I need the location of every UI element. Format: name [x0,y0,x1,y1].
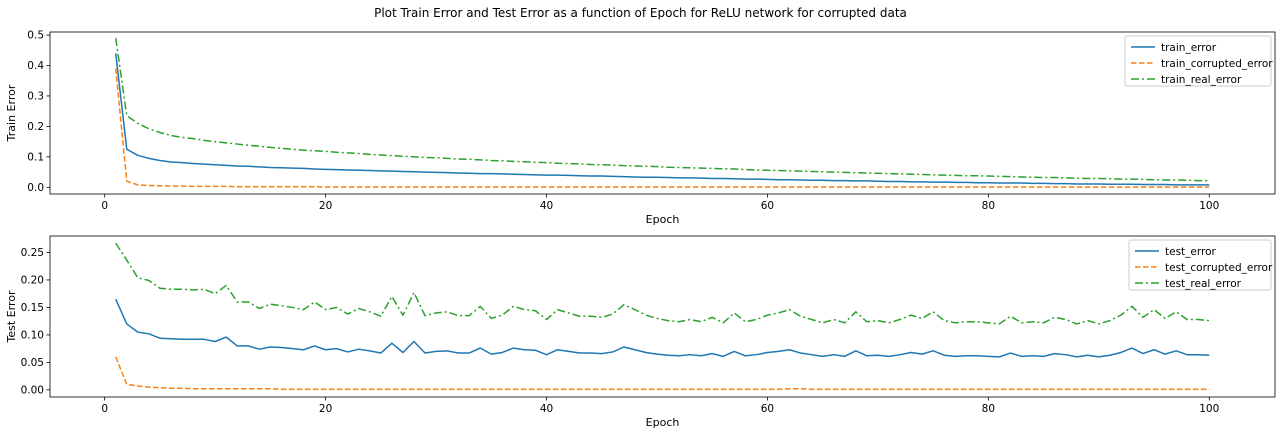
axes-frame [49,235,1276,398]
y-tick-label: 0.05 [21,357,44,369]
y-tick-label: 0.4 [27,60,44,72]
y-tick-label: 0.3 [27,90,44,102]
x-tick-label: 80 [982,403,995,415]
figure-title: Plot Train Error and Test Error as a fun… [374,6,907,20]
axes-frame [49,31,1276,195]
series-line-test-real-error [115,242,1210,325]
chart-2: 0 20 40 60 80 100 0.00 0.05 0.10 0.15 0.20 0.25 Epoc… [5,235,1276,429]
legend-label-test-corrupted-error: test_corrupted_error [1165,262,1273,274]
x-tick-label: 20 [319,403,332,415]
y-tick-label: 0.1 [27,151,44,163]
y-tick-label: 0.5 [27,30,44,42]
series-line-train-corrupted-error [114,68,1210,188]
series-line-train-error [114,53,1210,186]
x-tick-label: 0 [101,200,108,212]
x-tick-label: 60 [761,200,774,212]
legend-label-test-real-error: test_real_error [1165,278,1242,290]
y-axis-label: Test Error [5,290,18,343]
series-line-test-error [115,298,1210,358]
x-axis-label: Epoch [646,213,680,226]
y-axis-label: Train Error [5,84,18,142]
y-tick-label: 0.10 [21,329,44,341]
x-tick-label: 100 [1199,200,1219,212]
x-axis-label: Epoch [646,416,680,429]
y-tick-label: 0.15 [21,302,44,314]
legend-box [1128,239,1272,291]
legend: test_error test_corrupted_error test_real_… [1128,239,1273,291]
y-tick-label: 0.25 [21,247,44,259]
legend-label-train-corrupted-error: train_corrupted_error [1161,58,1273,70]
x-tick-label: 80 [982,200,995,212]
legend: train_error train_corrupted_error train_re… [1124,35,1273,87]
y-tick-label: 0.00 [21,384,44,396]
legend-label-train-real-error: train_real_error [1161,74,1242,86]
chart-1: 0 20 40 60 80 100 0.0 0.1 0.2 0.3 0.4 0.5 Epoch Train… [5,30,1276,226]
x-tick-label: 40 [540,403,553,415]
legend-label-train-error: train_error [1161,42,1217,54]
series-line-test-corrupted-error [115,356,1210,391]
x-tick-label: 40 [540,200,553,212]
y-tick-label: 0.2 [27,121,44,133]
legend-label-test-error: test_error [1165,246,1217,258]
x-tick-label: 60 [761,403,774,415]
x-tick-label: 0 [101,403,108,415]
x-tick-label: 20 [319,200,332,212]
y-tick-label: 0.0 [27,182,44,194]
y-tick-label: 0.20 [21,274,44,286]
legend-box [1124,35,1272,87]
x-tick-label: 100 [1199,403,1219,415]
series-line-train-real-error [114,37,1210,182]
